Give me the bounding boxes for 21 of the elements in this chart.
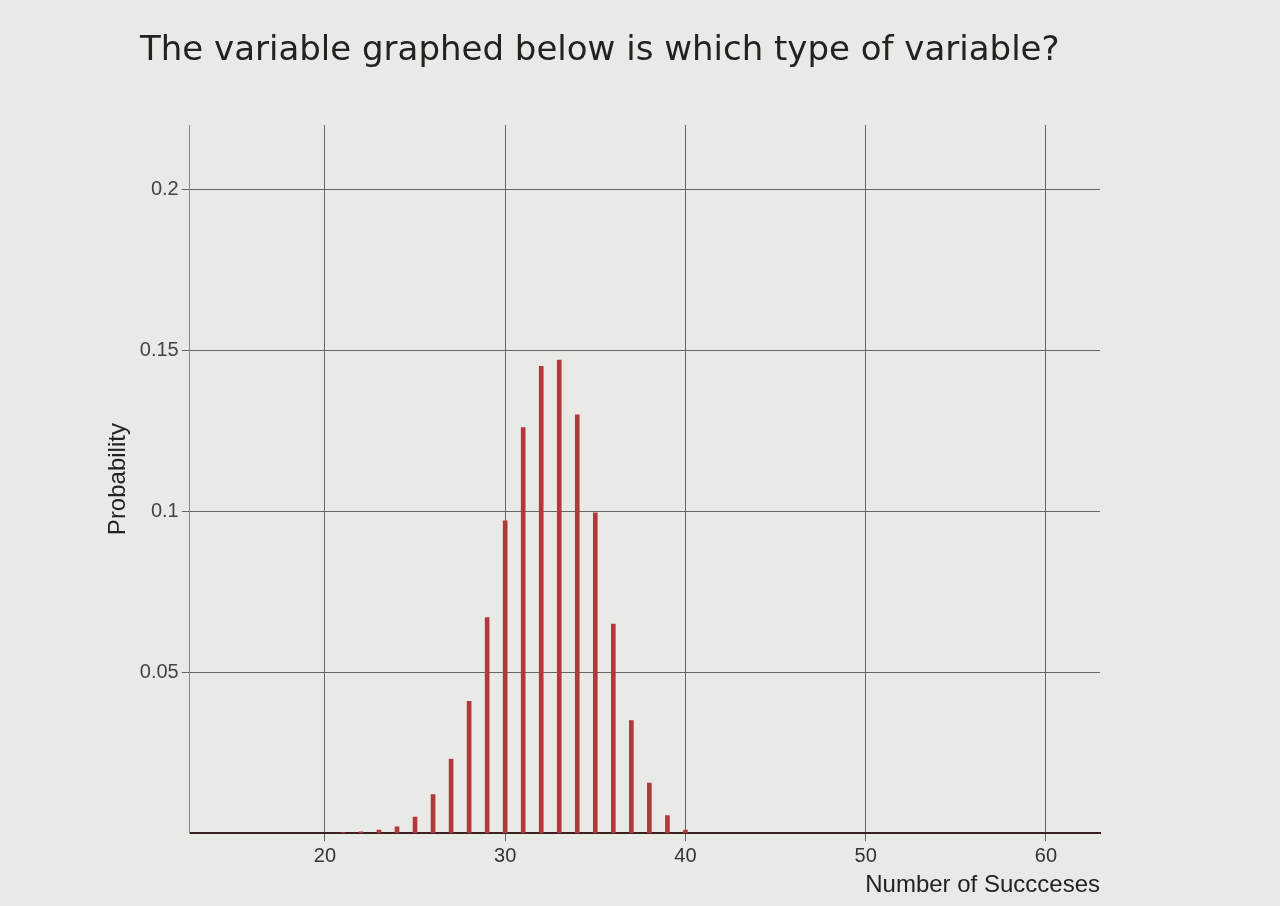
bar bbox=[592, 512, 598, 834]
x-tick-label: 50 bbox=[854, 843, 877, 866]
x-tick-label: 20 bbox=[313, 843, 337, 866]
bar bbox=[629, 720, 634, 834]
y-tick-label: 0.2 bbox=[150, 176, 179, 199]
bar bbox=[520, 427, 526, 834]
chart-title: The variable graphed below is which type of variable? bbox=[140, 28, 1060, 68]
x-tick-label: 60 bbox=[1034, 843, 1058, 866]
y-tick-label: 0.15 bbox=[139, 337, 179, 360]
x-tick-label: 30 bbox=[494, 843, 517, 866]
bar bbox=[538, 366, 544, 834]
y-axis-title: Probability bbox=[103, 423, 131, 536]
bar bbox=[556, 359, 562, 834]
y-tick-label: 0.05 bbox=[139, 659, 179, 682]
x-tick-label: 40 bbox=[674, 843, 697, 866]
x-axis-title: Number of Succceses bbox=[865, 870, 1100, 898]
bar bbox=[574, 414, 580, 834]
bar bbox=[665, 815, 670, 834]
bar bbox=[647, 782, 652, 834]
y-tick-label: 0.1 bbox=[150, 498, 179, 521]
bar bbox=[610, 623, 616, 834]
